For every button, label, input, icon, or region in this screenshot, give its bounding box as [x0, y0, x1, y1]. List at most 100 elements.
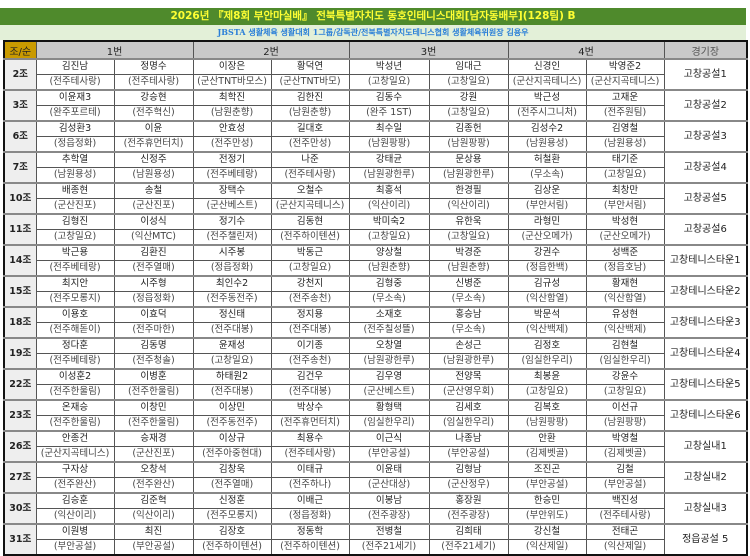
player-club: (부안서림) [585, 198, 665, 215]
player-name: 전양목 [428, 368, 509, 385]
player-club: (익산백제) [585, 322, 665, 339]
player-club: (군산베스트) [348, 384, 430, 401]
player-name: 이윤태 [348, 461, 430, 478]
player-club: (전주광장) [348, 508, 430, 525]
player-club: (고창일요) [192, 353, 272, 370]
player-club: (고창일요) [507, 384, 587, 401]
group-label: 23조 [3, 399, 37, 432]
player-club: (전주하이텐션) [270, 229, 350, 246]
player-club: (고창일요) [348, 74, 430, 91]
player-club: (전주만성) [192, 136, 272, 153]
player-name: 임대근 [428, 58, 509, 75]
player-name: 이용호 [35, 306, 115, 323]
player-name: 김철 [585, 461, 665, 478]
player-club: (부안위도) [507, 508, 587, 525]
group-row-clubs: (완주포르테) (전주혁신) (남원춘향) (남원춘향) (완주 1ST) (고창일요)(… [4, 105, 747, 122]
header-pair-4: 4번 [507, 40, 665, 60]
player-club: (부안공설) [428, 446, 509, 463]
player-name: 황형택 [348, 399, 430, 416]
group-row-names: 7조 추학열 신정주 전정기 나준 강태균 문상용 허철환 태기준 고창공설4 [3, 151, 748, 184]
player-club: (익산이리) [113, 508, 194, 525]
player-club: (전주21세기) [348, 539, 430, 556]
player-club: (완주 1ST) [348, 105, 430, 122]
player-club: (남원광한루) [348, 167, 430, 184]
player-club: (고창일요) [585, 167, 665, 184]
group-label: 18조 [3, 306, 37, 339]
player-club: (남원용성) [35, 167, 115, 184]
player-name: 최창만 [585, 182, 665, 199]
venue-cell: 고창테니스타운2 [663, 275, 748, 308]
player-club: (완주포르테) [35, 105, 115, 122]
player-name: 최홍석 [348, 182, 430, 199]
venue-cell: 고창실내1 [663, 430, 748, 463]
venue-cell: 고창실내3 [663, 492, 748, 525]
player-club: (전주하이텐션) [192, 539, 272, 556]
player-club: (임실한우리) [585, 353, 665, 370]
player-name: 김형중 [348, 275, 430, 292]
player-club: (전주해돋이) [35, 322, 115, 339]
player-name: 조진곤 [507, 461, 587, 478]
group-row-names: 11조 김형진 이성식 정기수 김동현 박미숙2 유한욱 라형민 박성현 고창공설6 [3, 213, 748, 246]
header-pair-1: 1번 [35, 40, 194, 60]
player-name: 장택수 [192, 182, 272, 199]
player-club: (김제벳골) [585, 446, 665, 463]
group-row-names: 18조 이용호 이효덕 정신태 정지용 소재호 홍승남 박문석 유성현 고창테니스타운3 [3, 306, 748, 339]
player-name: 김동현 [270, 213, 350, 230]
player-name: 태기준 [585, 151, 665, 168]
group-label: 31조 [3, 523, 37, 556]
player-name: 강승현 [113, 89, 194, 106]
group-row-clubs: (군산지곡테니스) (군산진포) (전주아중현대) (전주테사랑) (부안공설) (부안공… [4, 446, 747, 463]
player-name: 김영철 [585, 120, 665, 137]
player-club: (고창일요) [585, 384, 665, 401]
player-name: 박경준 [428, 244, 509, 261]
player-club: (전주열매) [113, 260, 194, 277]
player-name: 강원 [428, 89, 509, 106]
player-name: 이상민 [192, 399, 272, 416]
venue-cell: 고창공설5 [663, 182, 748, 215]
player-name: 최수일 [348, 120, 430, 137]
player-club: (전주베테랑) [35, 260, 115, 277]
player-club: (전주휴먼터치) [113, 136, 194, 153]
group-row-names: 15조 최지안 시주형 최인수2 강천지 김형중 신병준 김규성 황재현 고창테니스타운2 [3, 275, 748, 308]
player-club: (전주대봉) [192, 322, 272, 339]
venue-cell: 고창공설6 [663, 213, 748, 246]
player-name: 김동명 [113, 337, 194, 354]
group-row-clubs: (정읍정화) (전주휴먼터치) (전주만성) (전주만성) (남원팡팡) (남원팡팡) (남… [4, 136, 747, 153]
player-club: (고창일요) [428, 229, 509, 246]
player-name: 전병철 [348, 523, 430, 540]
venue-cell: 고창실내2 [663, 461, 748, 494]
player-club: (익산이리) [35, 508, 115, 525]
player-name: 안환 [507, 430, 587, 447]
player-club: (남원춘향) [270, 105, 350, 122]
player-name: 이장은 [192, 58, 272, 75]
player-name: 강신철 [507, 523, 587, 540]
venue-cell: 고창테니스타운5 [663, 368, 748, 401]
player-name: 양상철 [348, 244, 430, 261]
player-name: 유한욱 [428, 213, 509, 230]
player-name: 김복호 [507, 399, 587, 416]
player-club: (고창일요) [348, 229, 430, 246]
player-club: (정읍정화) [192, 260, 272, 277]
player-name: 윤재성 [192, 337, 272, 354]
group-label: 10조 [3, 182, 37, 215]
player-club: (임실한우리) [507, 353, 587, 370]
player-name: 최지안 [35, 275, 115, 292]
player-name: 이성식 [113, 213, 194, 230]
player-club: (전주동전주) [192, 415, 272, 432]
player-club: (전주동전주) [192, 291, 272, 308]
venue-cell: 고창테니스타운4 [663, 337, 748, 370]
player-club: (전주하나) [270, 477, 350, 494]
player-club: (군산정우) [428, 477, 509, 494]
player-club: (남원팡팡) [507, 415, 587, 432]
player-name: 라형민 [507, 213, 587, 230]
player-club: (전주테사랑) [585, 508, 665, 525]
player-club: (정읍호남) [585, 260, 665, 277]
group-row-names: 23조 온재승 이창민 이상민 박상수 황형택 김세호 김복호 이선규 고창테니스타운6 [3, 399, 748, 432]
player-name: 강권수 [507, 244, 587, 261]
player-club: (고창일요) [270, 260, 350, 277]
player-club: (정읍한백) [507, 260, 587, 277]
player-club: (전주베테랑) [192, 167, 272, 184]
player-club: (전주대봉) [192, 384, 272, 401]
player-name: 박근성 [507, 89, 587, 106]
player-name: 박영철 [585, 430, 665, 447]
